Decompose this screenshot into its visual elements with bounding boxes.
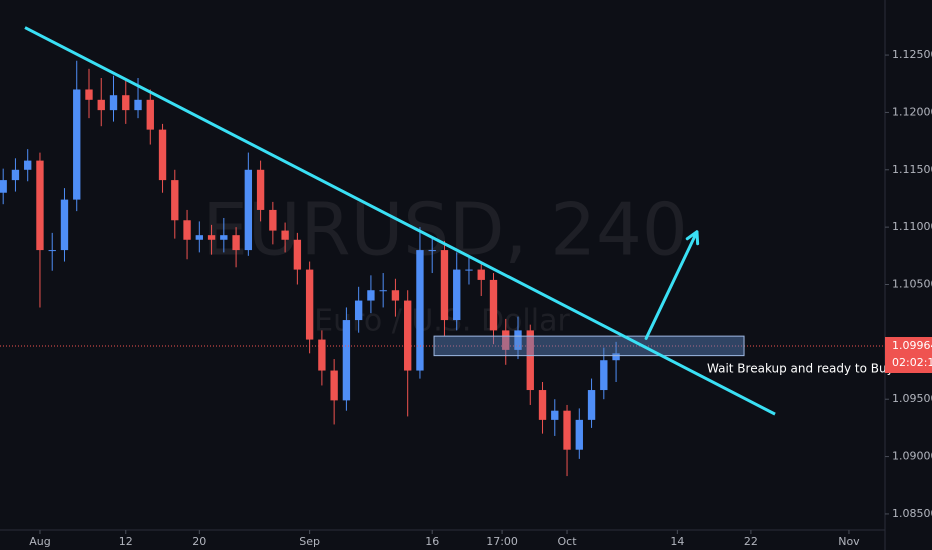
- candle-body: [318, 339, 326, 371]
- candle-body: [36, 160, 44, 251]
- candle-body: [134, 99, 142, 111]
- candle-body: [367, 290, 375, 301]
- y-tick-label: 1.12000: [892, 105, 932, 118]
- candle-body: [305, 269, 314, 340]
- candle-body: [502, 330, 510, 350]
- x-tick-label: 12: [119, 535, 133, 548]
- candle-body: [293, 239, 302, 270]
- candle-body: [97, 99, 105, 111]
- candle-body: [60, 199, 69, 251]
- candle-body: [207, 235, 216, 240]
- y-tick-label: 1.12500: [892, 48, 932, 61]
- candle-body: [489, 279, 498, 331]
- candle-body: [48, 250, 56, 252]
- zone: [433, 335, 745, 357]
- x-tick-label: 17:00: [486, 535, 518, 548]
- candle-body: [428, 250, 436, 252]
- candle-body: [379, 290, 387, 292]
- candle-body: [600, 360, 608, 391]
- candle-body: [354, 300, 363, 321]
- candle-body: [183, 220, 191, 240]
- candle-body: [171, 180, 179, 221]
- candle-body: [11, 169, 20, 181]
- candle-body: [281, 230, 289, 240]
- candle-body: [477, 269, 485, 280]
- y-tick-label: 1.09500: [892, 392, 932, 405]
- candle-body: [453, 269, 461, 321]
- y-tick-label: 1.09000: [892, 450, 932, 463]
- annotation: Wait Breakup and ready to Buy: [707, 362, 894, 376]
- y-tick-label: 1.11500: [892, 163, 932, 176]
- candle-body: [146, 99, 154, 130]
- candle-body: [440, 250, 449, 321]
- candle-body: [0, 180, 7, 193]
- candle-body: [587, 390, 596, 420]
- candle-body: [269, 209, 277, 231]
- candle-body: [416, 250, 424, 371]
- candle-body: [342, 320, 351, 401]
- x-tick-label: Aug: [29, 535, 50, 548]
- candle-body: [391, 290, 400, 301]
- x-tick-label: Nov: [838, 535, 860, 548]
- candle-body: [220, 235, 228, 240]
- candle-body: [24, 160, 32, 170]
- x-tick-label: 20: [192, 535, 206, 548]
- candle-body: [612, 353, 620, 361]
- candle-body: [563, 410, 571, 450]
- candle-body: [538, 390, 547, 420]
- last-price-label: 1.09964: [892, 339, 932, 352]
- candle-body: [465, 269, 473, 271]
- candle-body: [85, 89, 93, 100]
- y-tick-label: 1.08500: [892, 507, 932, 520]
- candle-body: [256, 169, 265, 210]
- candle-body: [195, 235, 203, 240]
- candle-body: [575, 419, 583, 450]
- candle-body: [73, 89, 81, 200]
- candle-body: [122, 95, 130, 111]
- y-tick-label: 1.11000: [892, 220, 932, 233]
- x-tick-label: 16: [425, 535, 439, 548]
- candle-body: [514, 330, 522, 350]
- x-tick-label: Sep: [299, 535, 320, 548]
- candle-body: [330, 370, 338, 401]
- candle-body: [158, 129, 167, 181]
- arrow: [644, 230, 700, 340]
- candle-body: [404, 300, 412, 371]
- x-tick-label: 14: [670, 535, 684, 548]
- candle-body: [551, 410, 559, 420]
- x-tick-label: 22: [744, 535, 758, 548]
- y-tick-label: 1.10500: [892, 278, 932, 291]
- candle-body: [109, 95, 118, 111]
- trendline: [24, 26, 776, 416]
- x-tick-label: Oct: [558, 535, 578, 548]
- countdown-label: 02:02:16: [892, 356, 932, 369]
- last-price-box: [885, 336, 932, 373]
- candle-body: [232, 235, 240, 251]
- candle-body: [526, 330, 534, 391]
- candle-body: [244, 169, 253, 251]
